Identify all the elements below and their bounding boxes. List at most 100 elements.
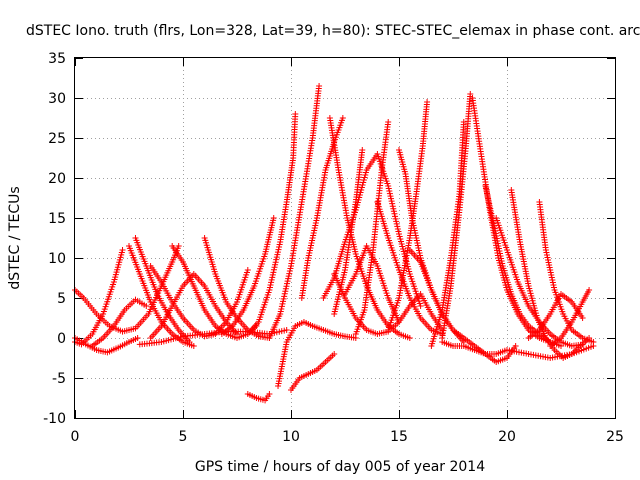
data-point (282, 288, 289, 295)
data-point (424, 99, 431, 105)
plot-frame (74, 57, 616, 419)
data-point (286, 268, 293, 275)
x-tick-label: 10 (282, 429, 300, 445)
data-point (267, 281, 274, 288)
axis-ticks (75, 58, 616, 419)
data-point (331, 351, 338, 357)
data-points (72, 83, 597, 404)
data-point (385, 185, 392, 192)
data-point (359, 147, 366, 153)
data-point (386, 190, 393, 197)
data-point (273, 254, 280, 261)
data-point (504, 347, 510, 353)
chart-title: dSTEC Iono. truth (flrs, Lon=328, Lat=39… (26, 23, 640, 39)
y-tick-label: 35 (48, 51, 66, 67)
x-tick-label: 25 (606, 429, 624, 445)
data-point (270, 215, 277, 221)
data-point (390, 205, 397, 212)
x-tick-label: 15 (390, 429, 408, 445)
data-point (394, 223, 401, 230)
data-point (316, 83, 323, 89)
y-tick-label: -10 (43, 411, 66, 427)
data-point (286, 270, 293, 277)
data-point (279, 300, 286, 307)
data-point (285, 275, 292, 282)
data-point (386, 188, 393, 195)
data-point (339, 115, 346, 121)
data-point (270, 266, 277, 273)
data-point (417, 303, 424, 309)
y-tick-label: -5 (52, 371, 66, 387)
data-point (277, 311, 284, 317)
data-point (266, 284, 273, 291)
data-point (284, 280, 291, 287)
data-point (284, 278, 291, 285)
data-point (277, 308, 284, 315)
data-point (266, 391, 273, 397)
data-point (396, 319, 402, 325)
grid-lines (75, 58, 615, 418)
data-point (392, 215, 399, 222)
x-tick-label: 5 (179, 429, 188, 445)
data-point (285, 273, 292, 280)
x-tick-label: 0 (71, 429, 80, 445)
data-point (266, 287, 273, 293)
data-point (280, 298, 287, 305)
data-point (175, 243, 182, 249)
data-point (287, 265, 294, 272)
data-point (292, 111, 299, 117)
data-point (270, 269, 277, 276)
y-tick-label: 25 (48, 131, 66, 147)
data-point (406, 335, 413, 341)
data-point (281, 293, 288, 300)
data-point (276, 241, 283, 248)
data-point (278, 303, 285, 310)
data-point (276, 244, 283, 251)
y-tick-label: 0 (57, 331, 66, 347)
x-axis-label: GPS time / hours of day 005 of year 2014 (195, 459, 485, 475)
data-point (388, 195, 395, 202)
data-point (394, 225, 401, 232)
data-point (467, 91, 474, 97)
data-point (134, 335, 141, 341)
data-point (190, 343, 197, 349)
data-point (590, 343, 597, 349)
data-point (280, 295, 287, 302)
data-point (387, 193, 394, 200)
data-point (244, 267, 251, 273)
data-point (393, 218, 400, 225)
data-point (275, 246, 282, 253)
data-point (268, 276, 275, 283)
data-point (586, 287, 593, 293)
data-point (274, 251, 281, 258)
data-point (269, 274, 276, 281)
data-point (388, 198, 395, 205)
y-tick-label: 5 (57, 291, 66, 307)
data-point (385, 119, 392, 125)
data-point (272, 259, 279, 266)
data-point (281, 290, 288, 297)
data-point (389, 203, 396, 210)
data-point (579, 315, 586, 321)
data-point (278, 305, 285, 312)
data-point (389, 200, 396, 207)
y-axis-label: dSTEC / TECUs (7, 186, 23, 289)
x-tick-labels: 0 5 10 15 20 25 (71, 429, 624, 445)
data-point (460, 119, 467, 125)
data-point (273, 256, 280, 263)
data-point (393, 220, 400, 227)
data-point (395, 228, 402, 235)
data-point (512, 343, 519, 349)
data-point (385, 183, 392, 189)
data-point (186, 339, 193, 345)
data-point (283, 283, 290, 290)
y-tick-label: 15 (48, 211, 66, 227)
data-point (119, 247, 126, 253)
y-tick-label: 20 (48, 171, 66, 187)
data-point (391, 210, 398, 217)
y-tick-label: 10 (48, 251, 66, 267)
data-point (268, 279, 275, 286)
y-tick-label: 30 (48, 91, 66, 107)
data-point (269, 271, 276, 278)
